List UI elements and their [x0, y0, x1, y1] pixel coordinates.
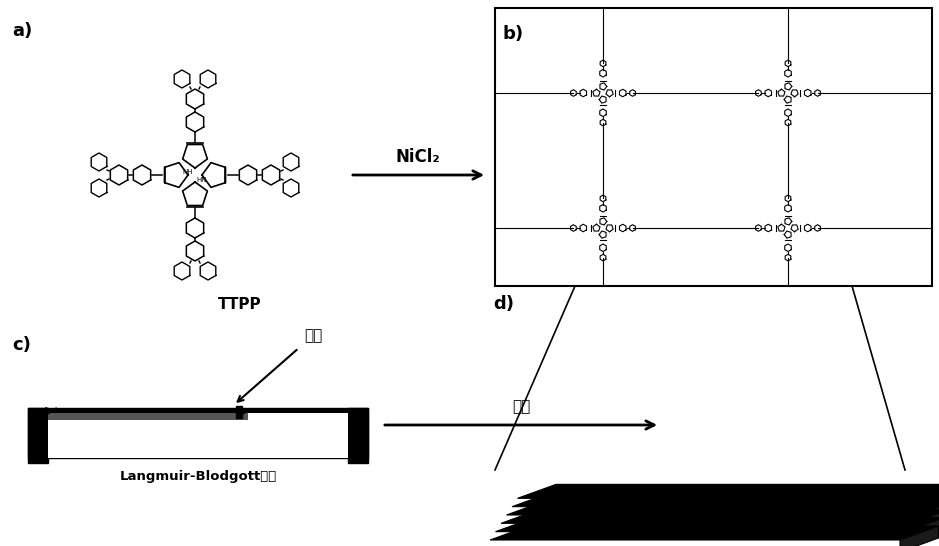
Text: HN: HN: [197, 177, 208, 183]
Polygon shape: [916, 501, 939, 527]
Bar: [236, 406, 242, 418]
Polygon shape: [911, 509, 939, 535]
Polygon shape: [490, 526, 938, 540]
Polygon shape: [506, 501, 939, 515]
Text: 转移: 转移: [512, 399, 531, 414]
Text: c): c): [12, 336, 31, 354]
Bar: [348, 408, 368, 463]
Polygon shape: [905, 518, 939, 544]
Text: Langmuir-Blodgott技术: Langmuir-Blodgott技术: [119, 470, 277, 483]
Polygon shape: [900, 526, 938, 546]
Text: b): b): [503, 25, 524, 43]
Polygon shape: [496, 518, 939, 532]
Bar: [495, 8, 932, 286]
Bar: [28, 408, 48, 463]
Text: a): a): [12, 22, 32, 40]
Text: 滑障: 滑障: [304, 328, 322, 343]
Bar: [28, 408, 368, 458]
Bar: [48, 413, 248, 420]
Polygon shape: [512, 492, 939, 507]
Text: NH: NH: [183, 169, 193, 175]
Polygon shape: [928, 484, 939, 511]
Text: d): d): [493, 295, 514, 313]
Text: TTPP: TTPP: [218, 297, 262, 312]
Polygon shape: [501, 509, 939, 523]
Polygon shape: [517, 484, 939, 498]
Bar: [48, 413, 348, 458]
Text: NiCl₂: NiCl₂: [395, 148, 440, 166]
Polygon shape: [922, 492, 939, 519]
